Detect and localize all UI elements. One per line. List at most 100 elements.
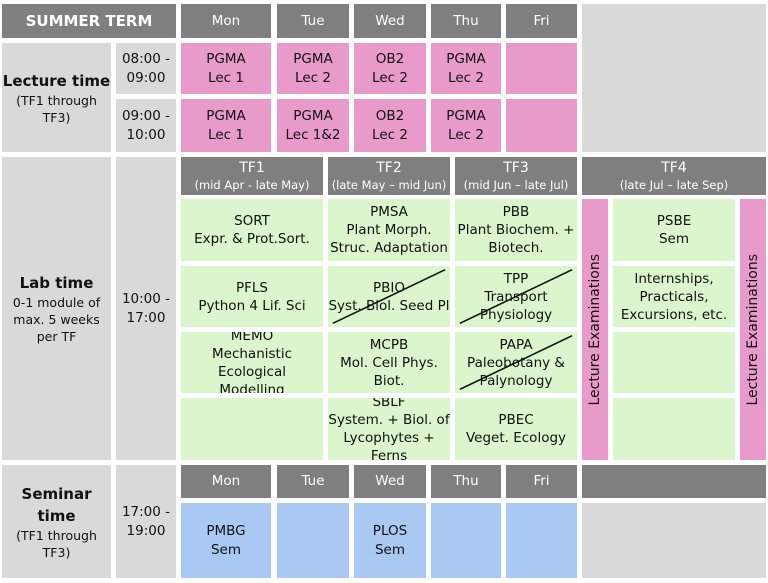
module-cell: PMSA Plant Morph. Struc. Adaptation xyxy=(328,199,450,261)
lecture-cell: PGMA Lec 1&2 xyxy=(277,99,349,152)
seminar-cell xyxy=(431,503,501,578)
lecture-cell: OB2 Lec 2 xyxy=(354,43,426,94)
day: Fri xyxy=(533,473,550,489)
cell-text: Lec 2 xyxy=(372,126,408,143)
lecture-cell xyxy=(506,99,577,152)
cell-text: MEMO xyxy=(230,332,274,344)
seminar-cell xyxy=(506,503,577,578)
module-cell xyxy=(613,398,735,460)
lecture-cell: PGMA Lec 1 xyxy=(181,99,271,152)
module-cell: SBLF System. + Biol. of Lycophytes + Ferns xyxy=(328,398,450,460)
cell-text: 09:00 - xyxy=(121,107,171,124)
day-header: Thu xyxy=(431,4,501,38)
cell-text: Biot. xyxy=(373,372,405,389)
cell-text: PBB xyxy=(502,204,530,220)
cell-text: OB2 xyxy=(375,50,405,67)
day: Fri xyxy=(533,12,550,29)
cell-text: Practicals, xyxy=(639,288,709,305)
cell-text: Lycophytes + Ferns xyxy=(343,430,435,460)
strike xyxy=(455,332,577,393)
term-period: (mid Jun – late Jul) xyxy=(463,178,569,192)
exam-label: Lecture Examinations xyxy=(744,253,761,406)
day-header: Tue xyxy=(277,4,349,38)
label: Lab time xyxy=(19,274,94,292)
term-header: TF4 (late Jul – late Sep) xyxy=(582,157,766,195)
day: Wed xyxy=(375,12,405,29)
cell-text: Struc. Adaptation xyxy=(330,240,448,256)
day-header: Thu xyxy=(431,465,501,498)
seminar-cell: PLOS Sem xyxy=(354,503,426,578)
filler xyxy=(582,4,766,152)
cell-text: PGMA xyxy=(293,50,333,67)
sublabel: (TF1 through TF3) xyxy=(16,92,97,125)
cell-text: PGMA xyxy=(446,107,486,124)
day-header: Fri xyxy=(506,465,577,498)
module-cell: PSBE Sem xyxy=(613,199,735,261)
day: Wed xyxy=(375,473,405,489)
term-period: (mid Apr - late May) xyxy=(194,178,310,192)
cell-text: Plant Morph. xyxy=(346,222,432,238)
filler xyxy=(582,465,766,498)
term-period: (late Jul – late Sep) xyxy=(619,178,729,192)
cell-text: 17:00 xyxy=(126,309,166,326)
term-title: SUMMER TERM xyxy=(2,4,176,38)
term-period: (late May – mid Jun) xyxy=(331,178,447,192)
time-cell: 17:00 - 19:00 xyxy=(116,465,176,578)
lecture-cell xyxy=(506,43,577,94)
term-name: TF3 xyxy=(503,160,529,176)
module-cell: PBIO Syst. Biol. Seed Pl xyxy=(328,266,450,327)
module-cell: SORT Expr. & Prot.Sort. xyxy=(181,199,323,261)
cell-text: 08:00 - xyxy=(121,50,171,67)
cell-text: PSBE xyxy=(656,213,692,229)
day-header: Tue xyxy=(277,465,349,498)
lecture-cell: OB2 Lec 2 xyxy=(354,99,426,152)
cell-text: 17:00 - xyxy=(121,503,171,520)
cell-text: Sem xyxy=(374,541,406,558)
cell-text: TPP xyxy=(503,270,529,287)
seminar-cell: PMBG Sem xyxy=(181,503,271,578)
cell-text: MCPB xyxy=(369,336,409,353)
cell-text: Expr. & Prot.Sort. xyxy=(194,231,310,247)
cell-text: Lec 2 xyxy=(448,126,484,143)
cell-text: SBLF xyxy=(372,398,406,410)
lecture-cell: PGMA Lec 2 xyxy=(431,43,501,94)
cell-text: Internships, xyxy=(634,270,714,287)
term-name: TF4 xyxy=(661,160,687,176)
cell-text: PAPA xyxy=(499,336,533,353)
day-header: Wed xyxy=(354,4,426,38)
cell-text: SORT xyxy=(234,213,270,229)
module-cell: PBB Plant Biochem. + Biotech. xyxy=(455,199,577,261)
module-cell: MCPB Mol. Cell Phys. Biot. xyxy=(328,332,450,393)
time-cell: 10:00 - 17:00 xyxy=(116,157,176,460)
cell-text: Plant Biochem. + xyxy=(457,222,575,238)
cell-text: PGMA xyxy=(293,107,333,124)
cell-text: PLOS xyxy=(372,522,408,539)
cell-text: 10:00 - xyxy=(121,290,171,307)
cell-text: 10:00 xyxy=(126,126,166,143)
module-cell: PBEC Veget. Ecology xyxy=(455,398,577,460)
cell-text: Mechanistic Ecological xyxy=(211,345,292,380)
day: Tue xyxy=(301,12,325,29)
cell-text: PFLS xyxy=(236,279,268,296)
section-label: Seminar time (TF1 through TF3) xyxy=(2,465,111,578)
day: Thu xyxy=(453,473,479,489)
cell-text: Lec 1&2 xyxy=(285,126,341,143)
cell-text: Physiology xyxy=(479,306,553,323)
day-header: Mon xyxy=(181,4,271,38)
module-cell xyxy=(181,398,323,460)
cell-text: Syst. Biol. Seed Pl xyxy=(328,297,450,314)
term-header: TF2 (late May – mid Jun) xyxy=(328,157,450,195)
cell-text: PGMA xyxy=(206,50,246,67)
cell-text: Python 4 Lif. Sci xyxy=(198,297,306,314)
term-header: TF3 (mid Jun – late Jul) xyxy=(455,157,577,195)
module-cell: TPPTransportPhysiology xyxy=(455,266,577,327)
section-label: Lecture time (TF1 through TF3) xyxy=(2,43,111,152)
cell-text: 19:00 xyxy=(126,522,166,539)
day: Thu xyxy=(453,12,479,29)
day-header: Wed xyxy=(354,465,426,498)
cell-text: PGMA xyxy=(206,107,246,124)
cell-text: Sem xyxy=(210,541,242,558)
term-name: TF1 xyxy=(239,160,265,176)
cell-text: Lec 2 xyxy=(372,69,408,86)
